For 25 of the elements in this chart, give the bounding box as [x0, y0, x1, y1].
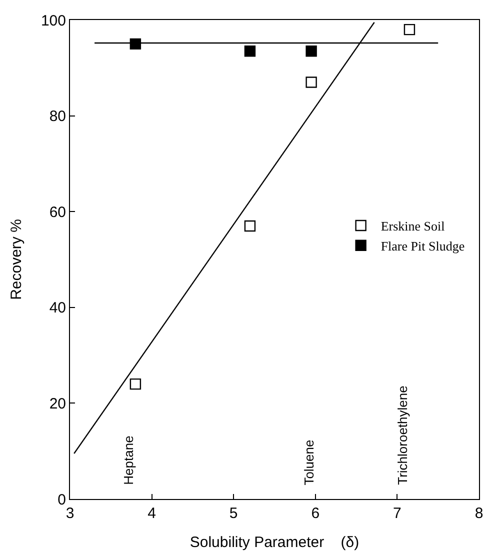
x-tick-label: 5: [229, 505, 238, 522]
x-tick-label: 7: [393, 505, 402, 522]
x-tick-label: 4: [148, 505, 156, 522]
y-axis-title: Recovery %: [8, 219, 26, 300]
point: [306, 76, 317, 88]
y-tick-label: 80: [49, 108, 66, 126]
legend-label: Erskine Soil: [380, 218, 446, 234]
x-axis-title: Solubility Parameter (δ): [190, 534, 360, 551]
point: [306, 46, 317, 57]
annotation: Toluene: [301, 440, 316, 486]
y-tick-label: 0: [58, 491, 66, 508]
y-tick-label: 100: [40, 12, 66, 30]
point: [244, 220, 256, 232]
point: [244, 46, 256, 57]
x-tick-label: 3: [66, 505, 74, 522]
annotation: Heptane: [120, 436, 136, 485]
point: [404, 24, 416, 36]
legend-label: Flare Pit Sludge: [380, 238, 465, 254]
x-tick-label: 6: [311, 505, 320, 522]
y-tick-label: 20: [49, 395, 66, 412]
point: [130, 378, 142, 390]
annotation: Trichloroethylene: [394, 386, 410, 485]
x-tick-label: 8: [474, 505, 484, 522]
y-tick-label: 60: [49, 204, 66, 221]
y-tick-label: 40: [49, 300, 66, 317]
